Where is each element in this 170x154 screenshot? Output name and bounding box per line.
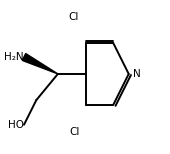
Text: Cl: Cl xyxy=(70,128,80,137)
Text: H₂N: H₂N xyxy=(4,52,24,62)
Polygon shape xyxy=(22,54,58,74)
Text: N: N xyxy=(133,69,141,79)
Text: HO: HO xyxy=(8,120,24,130)
Text: Cl: Cl xyxy=(68,12,79,22)
